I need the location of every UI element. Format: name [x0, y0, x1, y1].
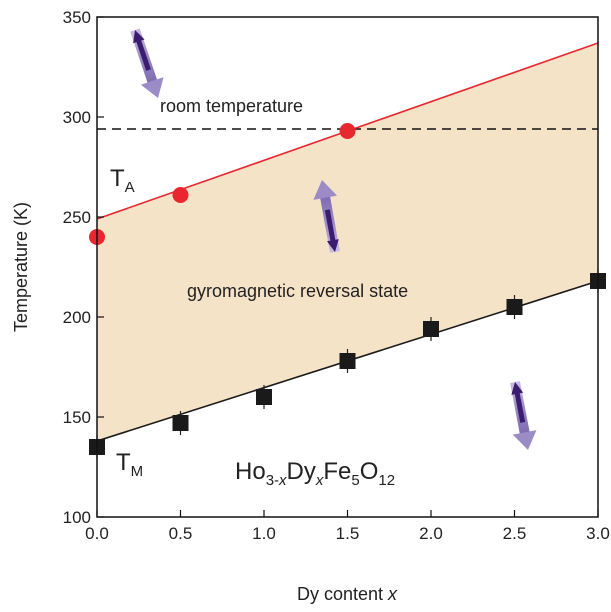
spin-arrow-icon: [130, 28, 164, 99]
y-tick-label: 300: [63, 108, 91, 127]
ta-point: [172, 187, 189, 203]
x-axis-ticks: 0.0 0.5 1.0 1.5 2.0 2.5 3.0: [85, 510, 610, 543]
tm-point: [172, 415, 189, 431]
data-markers: [89, 123, 606, 459]
x-axis-title: Dy content x: [297, 584, 398, 604]
spin-arrow-icon: [510, 381, 537, 451]
tm-point: [423, 321, 439, 337]
spin-arrows: [130, 28, 537, 451]
y-tick-label: 350: [63, 8, 91, 27]
x-tick-label: 2.0: [419, 524, 443, 543]
spin-arrow-icon: [313, 179, 340, 253]
y-tick-label: 100: [63, 508, 91, 527]
reversal-region: [97, 43, 598, 441]
y-tick-label: 150: [63, 408, 91, 427]
y-tick-label: 200: [63, 308, 91, 327]
y-tick-label: 250: [63, 208, 91, 227]
ta-label: TA: [110, 165, 135, 196]
x-tick-label: 0.5: [169, 524, 193, 543]
tm-point: [256, 389, 272, 405]
tm-label: TM: [116, 449, 143, 480]
y-axis-ticks: 100 150 200 250 300 350: [63, 8, 104, 527]
x-tick-label: 1.5: [336, 524, 360, 543]
tm-point: [339, 353, 356, 369]
x-tick-label: 1.0: [252, 524, 276, 543]
x-tick-label: 2.5: [503, 524, 527, 543]
formula-label: Ho3-xDyxFe5O12: [235, 458, 395, 489]
x-tick-label: 3.0: [586, 524, 610, 543]
ta-point: [339, 123, 356, 139]
x-tick-label: 0.0: [85, 524, 109, 543]
room-temperature-label: room temperature: [160, 96, 303, 116]
tm-point: [506, 299, 523, 315]
region-label: gyromagnetic reversal state: [187, 281, 408, 301]
y-axis-title: Temperature (K): [11, 202, 31, 332]
